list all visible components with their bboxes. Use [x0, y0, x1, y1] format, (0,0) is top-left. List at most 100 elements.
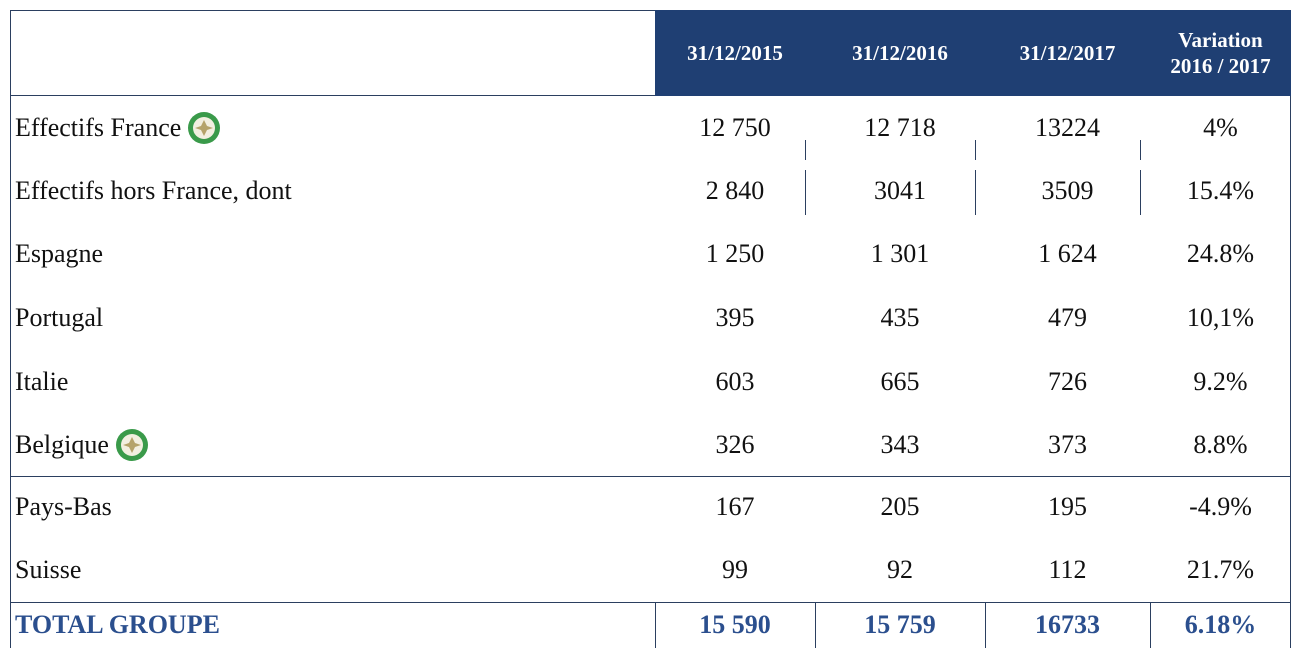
cell-text: TOTAL GROUPE — [15, 610, 220, 639]
border — [1140, 140, 1141, 160]
cell-text: 603 — [715, 367, 755, 396]
row-value: 16733 — [985, 602, 1150, 648]
cell-text: 31/12/2015 — [687, 41, 783, 65]
header-cell: Variation 2016 / 2017 — [1150, 10, 1291, 96]
cell-text: 16733 — [1035, 610, 1100, 639]
border — [975, 140, 976, 160]
cell-text: 3041 — [874, 176, 926, 205]
border — [655, 602, 656, 648]
border — [10, 10, 11, 648]
cell-text: 15 759 — [864, 610, 936, 639]
row-label: Pays-Bas — [11, 476, 656, 538]
row-value: 13224 — [985, 96, 1150, 160]
cell-text: 10,1% — [1186, 303, 1255, 332]
row-value: 3509 — [985, 160, 1150, 222]
cell-text: 8.8% — [1193, 430, 1248, 459]
cell-text: 726 — [1048, 367, 1087, 396]
row-value: 15 590 — [655, 602, 815, 648]
border — [1140, 170, 1141, 215]
row-label: TOTAL GROUPE — [11, 602, 656, 648]
border — [805, 140, 806, 160]
cell-text: Pays-Bas — [15, 492, 112, 521]
row-label: Effectifs France — [11, 96, 656, 160]
row-value: 479 — [985, 286, 1150, 350]
row-value: 343 — [815, 414, 985, 476]
cell-text: 21.7% — [1186, 555, 1255, 584]
cell-text: Effectifs France — [15, 113, 182, 142]
row-value: 21.7% — [1150, 538, 1291, 602]
row-value: 99 — [655, 538, 815, 602]
row-value: 395 — [655, 286, 815, 350]
row-label: Espagne — [11, 222, 656, 286]
row-value: 9.2% — [1150, 350, 1291, 414]
row-value: 1 301 — [815, 222, 985, 286]
row-value: 8.8% — [1150, 414, 1291, 476]
cell-text: Belgique — [15, 430, 109, 459]
border — [975, 170, 976, 215]
cell-text: 665 — [880, 367, 920, 396]
row-value: 435 — [815, 286, 985, 350]
row-value: 12 750 — [655, 96, 815, 160]
header-cell: 31/12/2016 — [815, 10, 985, 96]
border — [1150, 602, 1151, 648]
cell-text: 167 — [715, 492, 755, 521]
header-cell: 31/12/2017 — [985, 10, 1150, 96]
border — [10, 602, 1291, 603]
row-label: Suisse — [11, 538, 656, 602]
row-value: 112 — [985, 538, 1150, 602]
border — [10, 476, 1291, 477]
border — [10, 95, 1291, 96]
verified-badge — [188, 112, 221, 144]
row-label: Effectifs hors France, dont — [11, 160, 656, 222]
row-value: 3041 — [815, 160, 985, 222]
cell-text: 395 — [715, 303, 755, 332]
row-value: 12 718 — [815, 96, 985, 160]
cell-text: 326 — [715, 430, 755, 459]
row-value: 4% — [1150, 96, 1291, 160]
cell-text: -4.9% — [1189, 492, 1252, 521]
header-cell: 31/12/2015 — [655, 10, 815, 96]
row-value: 15.4% — [1150, 160, 1291, 222]
cell-text: 13224 — [1035, 113, 1100, 142]
row-value: 15 759 — [815, 602, 985, 648]
cell-text: 4% — [1203, 113, 1238, 142]
row-value: 24.8% — [1150, 222, 1291, 286]
cell-text: 2 840 — [705, 176, 765, 205]
row-value: 726 — [985, 350, 1150, 414]
cell-text: 31/12/2016 — [852, 41, 948, 65]
cell-text: 1 250 — [705, 239, 765, 268]
cell-text: 3509 — [1041, 176, 1094, 205]
row-label: Portugal — [11, 286, 656, 350]
border — [1290, 10, 1291, 648]
row-label: Belgique — [11, 414, 656, 476]
cell-text: 195 — [1048, 492, 1087, 521]
cell-text: Espagne — [15, 239, 104, 268]
row-value: 373 — [985, 414, 1150, 476]
cell-text: 15.4% — [1186, 176, 1255, 205]
row-value: -4.9% — [1150, 476, 1291, 538]
row-value: 195 — [985, 476, 1150, 538]
verified-badge — [115, 429, 148, 461]
row-value: 92 — [815, 538, 985, 602]
border — [805, 170, 806, 215]
cell-text: 435 — [880, 303, 920, 332]
row-value: 1 250 — [655, 222, 815, 286]
cell-text: 12 750 — [699, 113, 771, 142]
border — [985, 602, 986, 648]
cell-text: 15 590 — [699, 610, 771, 639]
cell-text: 343 — [880, 430, 920, 459]
row-value: 6.18% — [1150, 602, 1291, 648]
cell-text: 1 301 — [870, 239, 930, 268]
cell-text: 479 — [1048, 303, 1087, 332]
border — [10, 10, 655, 11]
cell-text: 24.8% — [1186, 239, 1255, 268]
cell-text: Suisse — [15, 555, 82, 584]
cell-text: 205 — [880, 492, 920, 521]
cell-text: 373 — [1048, 430, 1087, 459]
cell-text: Variation 2016 / 2017 — [1170, 28, 1271, 78]
cell-text: 31/12/2017 — [1019, 41, 1116, 65]
cell-text: Effectifs hors France, dont — [15, 176, 292, 205]
row-value: 205 — [815, 476, 985, 538]
row-value: 2 840 — [655, 160, 815, 222]
